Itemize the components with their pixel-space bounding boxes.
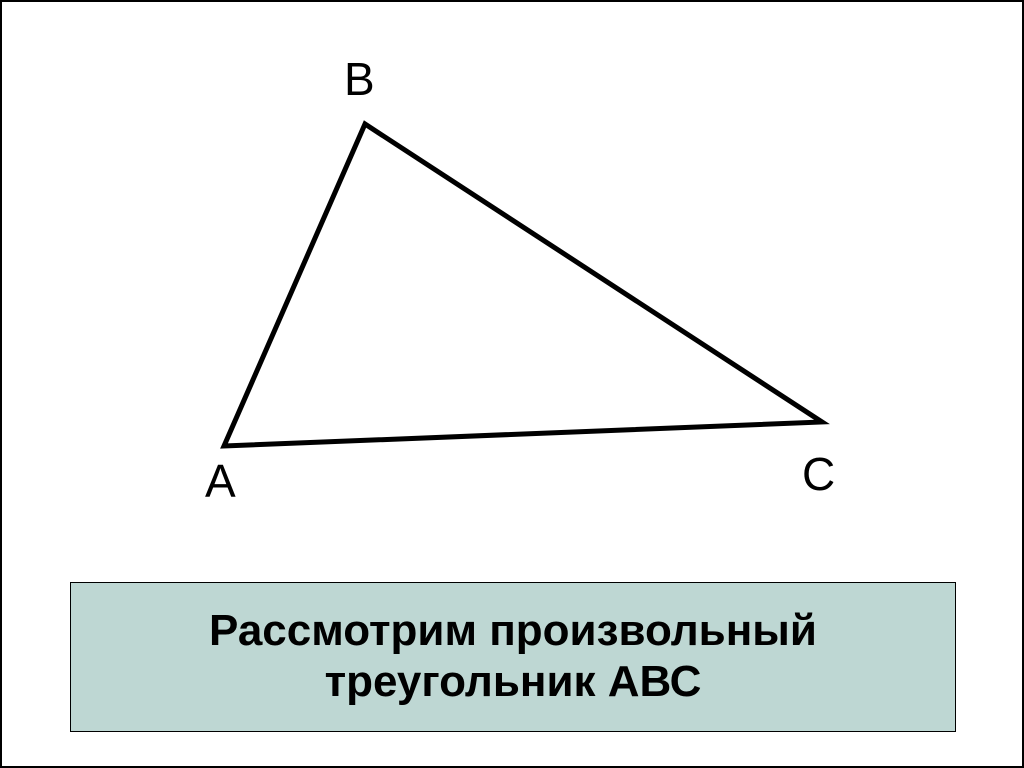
triangle-shape <box>224 124 822 446</box>
triangle-diagram: А В С <box>2 2 1024 562</box>
triangle-svg <box>2 2 1024 562</box>
vertex-label-c: С <box>802 447 835 501</box>
caption-box: Рассмотрим произвольный треугольник АВС <box>70 582 956 732</box>
vertex-label-b: В <box>344 52 375 106</box>
caption-line-2: треугольник АВС <box>325 657 702 706</box>
slide-frame: А В С Рассмотрим произвольный треугольни… <box>0 0 1024 768</box>
vertex-label-a: А <box>205 454 236 508</box>
caption-line-1: Рассмотрим произвольный <box>209 606 817 655</box>
caption-text: Рассмотрим произвольный треугольник АВС <box>209 606 817 707</box>
